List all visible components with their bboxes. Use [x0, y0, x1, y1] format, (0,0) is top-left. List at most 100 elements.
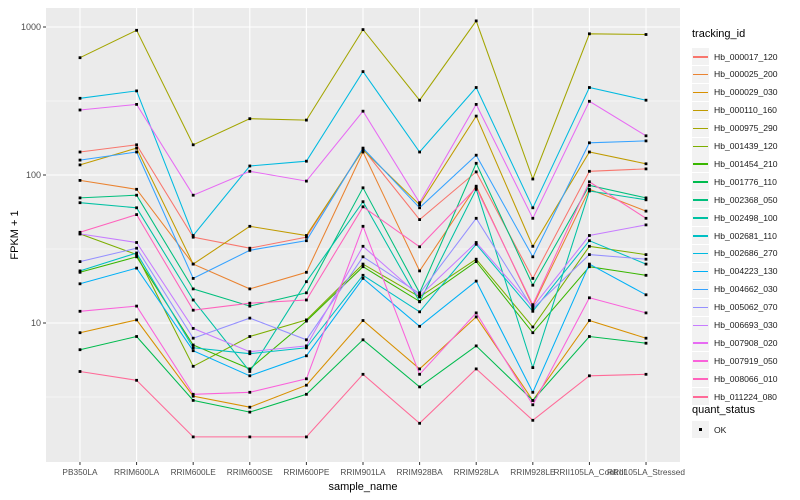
data-point: [474, 187, 478, 191]
line-swatch-icon: [692, 65, 709, 83]
data-point: [418, 245, 421, 249]
x-tick-label: RRIM600LE: [171, 467, 217, 477]
legend-label: Hb_004662_030: [714, 284, 778, 295]
x-tick-label: RRIM600LA: [114, 467, 160, 477]
data-point: [191, 392, 195, 396]
data-point: [135, 255, 138, 259]
legend-label: Hb_001454_210: [714, 158, 778, 169]
legend-item: Hb_000110_160: [692, 101, 777, 119]
data-point: [361, 150, 365, 154]
data-point: [361, 200, 365, 204]
data-point: [248, 390, 252, 394]
data-point: [248, 370, 252, 373]
data-point: [588, 150, 591, 154]
data-point: [135, 143, 138, 147]
data-point: [418, 218, 421, 221]
data-point: [531, 277, 535, 280]
data-point: [361, 146, 365, 150]
y-axis-title: FPKM + 1: [9, 210, 21, 260]
data-point: [78, 108, 82, 112]
data-point: [305, 280, 308, 284]
data-point: [418, 98, 421, 102]
data-point: [135, 103, 138, 106]
data-point: [305, 291, 308, 295]
data-point: [531, 244, 535, 248]
legend-label: Hb_000029_030: [714, 87, 778, 98]
data-point: [361, 205, 365, 209]
data-point: [248, 164, 252, 168]
x-tick-label: RRIM928BA: [397, 467, 444, 477]
data-point: [248, 246, 252, 250]
data-point: [644, 198, 648, 202]
data-point: [305, 159, 308, 163]
legend-label: Hb_001439_120: [714, 141, 778, 151]
data-point: [418, 367, 421, 371]
legend-item: Hb_000017_120: [692, 48, 778, 65]
data-point: [78, 269, 82, 273]
data-point: [248, 301, 252, 305]
data-point: [305, 377, 308, 381]
legend-item: Hb_001454_210: [692, 155, 778, 173]
data-point: [418, 292, 421, 295]
data-point: [531, 418, 535, 422]
data-point: [191, 235, 195, 239]
data-point: [78, 260, 82, 263]
data-point: [135, 150, 138, 154]
data-point: [135, 89, 138, 93]
data-point: [644, 257, 648, 261]
line-swatch-icon: [692, 119, 709, 137]
data-point: [474, 241, 478, 244]
line-swatch-icon: [692, 173, 709, 191]
data-point: [644, 273, 648, 277]
legend-item: Hb_002686_270: [692, 244, 778, 262]
legend-item: Hb_005062_070: [692, 298, 778, 316]
x-tick-label: RRIM600SE: [227, 467, 274, 477]
legend-item: Hb_007908_020: [692, 334, 778, 352]
data-point: [78, 163, 82, 167]
data-point: [531, 307, 535, 311]
data-point: [191, 349, 195, 353]
data-point: [305, 344, 308, 348]
line-swatch-icon: [692, 155, 709, 173]
data-point: [531, 305, 535, 309]
x-axis-title: sample_name: [328, 481, 398, 493]
data-point: [361, 273, 365, 277]
data-point: [78, 158, 82, 162]
line-swatch-icon: [692, 209, 709, 227]
data-point: [418, 269, 421, 273]
x-tick-label: RRIM901LA: [340, 467, 386, 477]
data-point: [644, 262, 648, 266]
legend-item: Hb_001776_110: [692, 173, 777, 191]
data-point: [135, 193, 138, 197]
legend-label: Hb_011224_080: [714, 391, 777, 402]
data-point: [474, 186, 478, 190]
data-point: [191, 277, 195, 280]
data-point: [474, 311, 478, 315]
data-point: [361, 372, 365, 376]
line-swatch-icon: [692, 262, 709, 280]
legend-label: Hb_007919_050: [714, 355, 778, 366]
data-point: [418, 421, 421, 425]
data-point: [191, 298, 195, 302]
legend-item: Hb_000029_030: [692, 83, 778, 101]
data-point: [78, 232, 82, 236]
data-point: [305, 392, 308, 396]
data-point: [588, 244, 591, 248]
data-point: [248, 224, 252, 228]
data-point: [248, 367, 252, 371]
data-point: [644, 311, 648, 315]
data-point: [305, 234, 308, 237]
data-point: [644, 341, 648, 345]
data-point: [474, 344, 478, 348]
data-point: [418, 294, 421, 298]
data-point: [135, 146, 138, 150]
data-point: [588, 265, 591, 269]
data-point: [305, 319, 308, 323]
data-point: [588, 141, 591, 145]
legend-label: Hb_000110_160: [714, 105, 777, 116]
data-point: [531, 309, 535, 313]
data-point: [588, 187, 591, 191]
data-point: [135, 241, 138, 244]
legend-label: Hb_005062_070: [714, 302, 778, 313]
data-point: [248, 335, 252, 338]
